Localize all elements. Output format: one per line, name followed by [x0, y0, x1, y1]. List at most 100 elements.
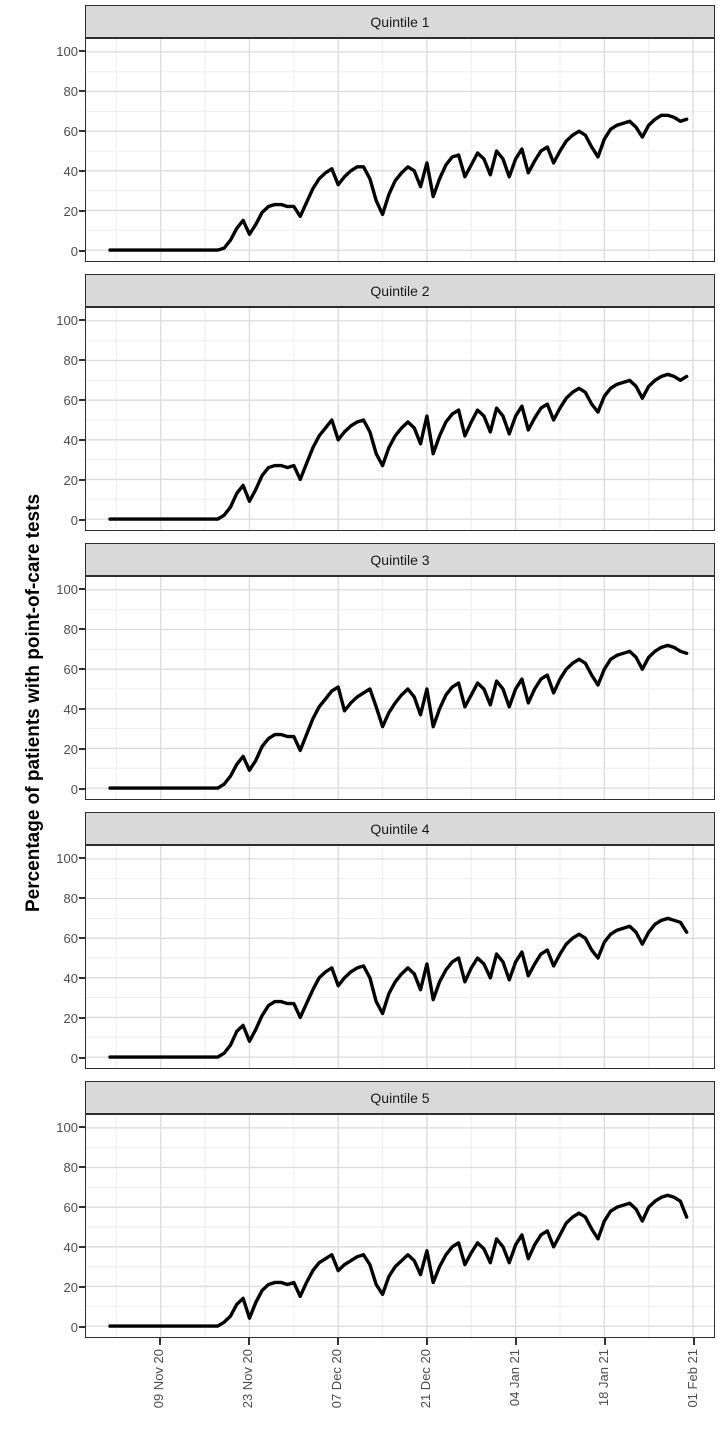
y-tick-label: 40 — [63, 432, 78, 448]
x-tick-mark — [247, 1338, 250, 1345]
y-tick-label: 60 — [63, 930, 78, 946]
y-tick-mark — [79, 668, 85, 670]
plot-panel — [85, 845, 715, 1069]
y-tick-label: 80 — [63, 1159, 78, 1175]
y-tick-mark — [79, 588, 85, 590]
y-tick-label: 100 — [56, 312, 78, 328]
y-tick-mark — [79, 1057, 85, 1059]
facet-column: Quintile 1 Quintile 2 Quintile 3 Quintil… — [85, 5, 715, 1350]
x-tick-mark — [336, 1338, 339, 1345]
y-tick-mark — [79, 937, 85, 939]
y-tick-label: 80 — [63, 890, 78, 906]
x-tick-mark — [425, 1338, 428, 1345]
line-plot-svg — [86, 577, 714, 799]
y-tick-label: 60 — [63, 123, 78, 139]
x-tick-mark — [603, 1338, 606, 1345]
y-tick-mark — [79, 319, 85, 321]
y-tick-mark — [79, 130, 85, 132]
y-tick-label: 0 — [70, 1319, 78, 1335]
facet-strip: Quintile 3 — [85, 543, 715, 576]
y-tick-label: 100 — [56, 850, 78, 866]
x-tick-mark — [514, 1338, 517, 1345]
line-plot-svg — [86, 39, 714, 261]
y-tick-label: 100 — [56, 43, 78, 59]
facet-strip-label: Quintile 3 — [370, 551, 430, 568]
y-tick-mark — [79, 1286, 85, 1288]
y-tick-label: 40 — [63, 701, 78, 717]
y-tick-mark — [79, 1246, 85, 1248]
y-tick-mark — [79, 399, 85, 401]
plot-panel — [85, 1114, 715, 1338]
y-tick-label: 0 — [70, 781, 78, 797]
y-tick-mark — [79, 250, 85, 252]
x-tick-label: 18 Jan 21 — [595, 1349, 611, 1407]
facet-strip-label: Quintile 5 — [370, 1089, 430, 1106]
y-tick-mark — [79, 170, 85, 172]
series-line — [108, 643, 689, 790]
y-tick-label: 60 — [63, 392, 78, 408]
y-tick-label: 80 — [63, 621, 78, 637]
y-tick-mark — [79, 359, 85, 361]
facet-strip: Quintile 4 — [85, 812, 715, 845]
y-tick-label: 20 — [63, 1279, 78, 1295]
y-tick-mark — [79, 439, 85, 441]
facet-quintile-5: Quintile 5 — [85, 1081, 715, 1338]
y-tick-mark — [79, 50, 85, 52]
y-tick-mark — [79, 748, 85, 750]
x-tick-label: 04 Jan 21 — [506, 1349, 522, 1407]
y-tick-mark — [79, 210, 85, 212]
y-tick-label: 20 — [63, 203, 78, 219]
plot-panel — [85, 576, 715, 800]
plot-panel — [85, 307, 715, 531]
y-tick-label: 20 — [63, 1010, 78, 1026]
y-tick-mark — [79, 788, 85, 790]
x-tick-mark — [692, 1338, 695, 1345]
y-tick-mark — [79, 628, 85, 630]
facet-strip-label: Quintile 2 — [370, 282, 430, 299]
y-tick-label: 100 — [56, 581, 78, 597]
y-tick-label: 60 — [63, 661, 78, 677]
facet-quintile-1: Quintile 1 — [85, 5, 715, 262]
line-plot-svg — [86, 308, 714, 530]
facet-strip: Quintile 1 — [85, 5, 715, 38]
y-tick-mark — [79, 977, 85, 979]
series-line — [108, 1193, 689, 1328]
y-tick-mark — [79, 1326, 85, 1328]
plot-panel — [85, 38, 715, 262]
x-tick-label: 07 Dec 20 — [328, 1349, 344, 1409]
y-tick-mark — [79, 1166, 85, 1168]
x-tick-label: 09 Nov 20 — [150, 1349, 166, 1409]
y-tick-label: 100 — [56, 1119, 78, 1135]
y-tick-label: 80 — [63, 352, 78, 368]
y-tick-label: 0 — [70, 1050, 78, 1066]
series-line — [108, 916, 689, 1059]
line-plot-svg — [86, 1115, 714, 1337]
facet-strip-label: Quintile 4 — [370, 820, 430, 837]
facet-strip-label: Quintile 1 — [370, 13, 430, 30]
y-tick-mark — [79, 479, 85, 481]
y-tick-mark — [79, 90, 85, 92]
y-tick-label: 40 — [63, 163, 78, 179]
y-tick-mark — [79, 857, 85, 859]
y-tick-label: 40 — [63, 1239, 78, 1255]
x-tick-label: 21 Dec 20 — [417, 1349, 433, 1409]
y-tick-label: 40 — [63, 970, 78, 986]
y-tick-label: 20 — [63, 472, 78, 488]
y-tick-label: 20 — [63, 741, 78, 757]
facet-strip: Quintile 5 — [85, 1081, 715, 1114]
y-tick-mark — [79, 519, 85, 521]
y-tick-label: 60 — [63, 1199, 78, 1215]
y-tick-mark — [79, 1206, 85, 1208]
facet-quintile-3: Quintile 3 — [85, 543, 715, 800]
y-tick-mark — [79, 1126, 85, 1128]
series-line — [108, 372, 689, 521]
y-tick-mark — [79, 708, 85, 710]
x-tick-label: 01 Feb 21 — [684, 1349, 700, 1408]
x-tick-label: 23 Nov 20 — [239, 1349, 255, 1409]
y-tick-mark — [79, 1017, 85, 1019]
series-line — [108, 113, 689, 252]
y-tick-label: 0 — [70, 243, 78, 259]
x-tick-mark — [158, 1338, 161, 1345]
y-tick-label: 80 — [63, 83, 78, 99]
